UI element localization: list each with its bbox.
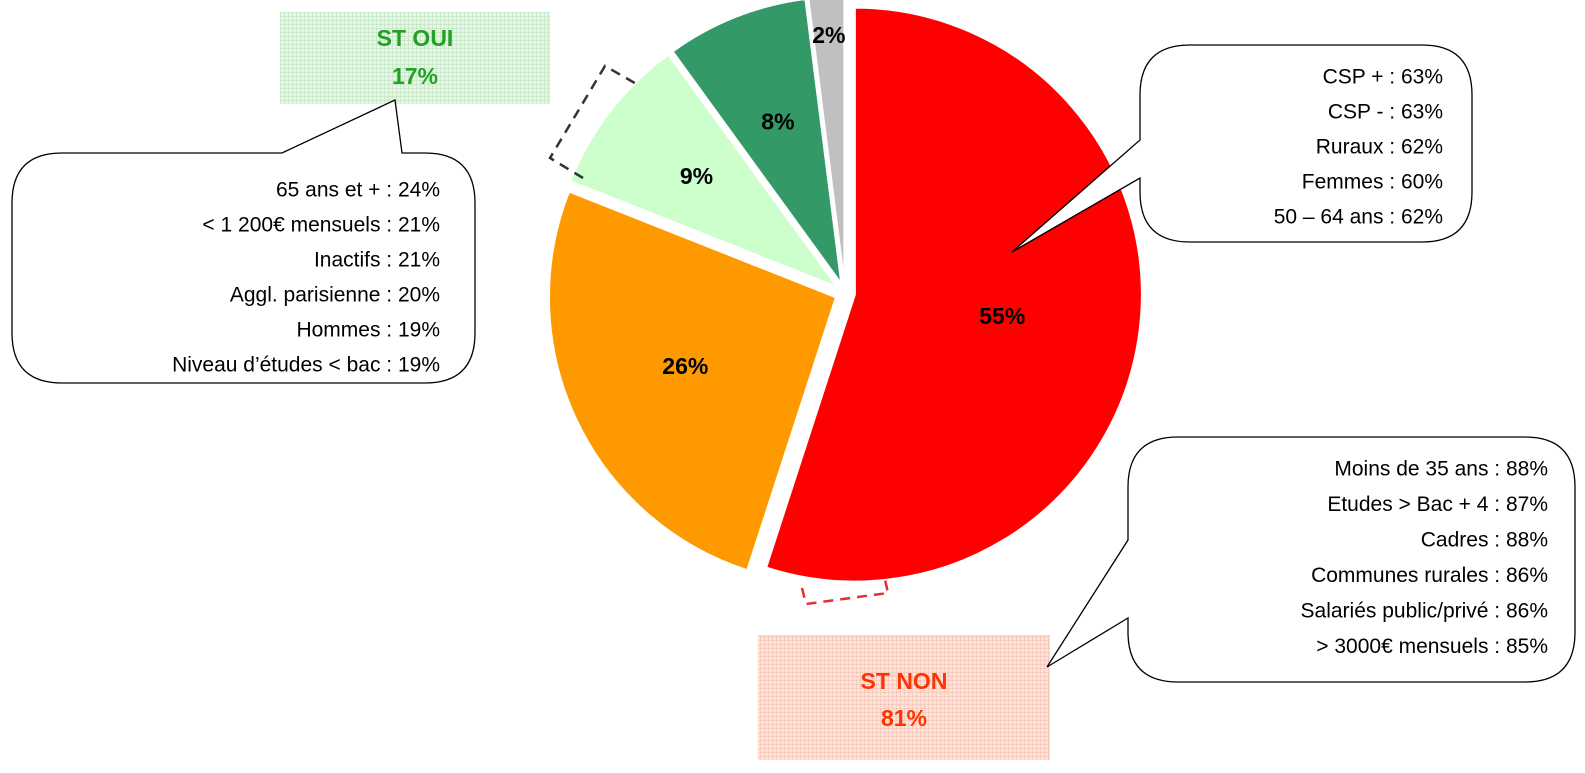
pie: 55% 26% 9% 8% 2% xyxy=(547,0,1143,583)
callout xyxy=(11,99,476,384)
slice-label: 26% xyxy=(662,353,708,379)
slice-label: 2% xyxy=(812,22,845,48)
bracket xyxy=(800,574,890,606)
callout-line: CSP - : 63% xyxy=(1328,101,1443,124)
st-non-box xyxy=(758,635,1050,760)
pie-slice xyxy=(671,0,843,285)
callout-line: < 1 200€ mensuels : 21% xyxy=(202,214,440,237)
callout-line: Communes rurales : 86% xyxy=(1311,564,1548,587)
pie-slice xyxy=(764,6,1143,583)
bracket xyxy=(548,64,641,180)
callout-line: CSP + : 63% xyxy=(1323,66,1443,89)
pie-slice xyxy=(807,0,846,284)
callout-line: Niveau d’études < bac : 19% xyxy=(172,354,440,377)
pie-slice xyxy=(547,190,838,572)
callout xyxy=(1046,436,1576,683)
slice-label: 9% xyxy=(680,163,713,189)
st-oui-value: 17% xyxy=(392,63,438,89)
callout-line: Salariés public/privé : 86% xyxy=(1301,600,1548,623)
slice-label: 8% xyxy=(761,109,794,135)
callout-line: 65 ans et + : 24% xyxy=(276,179,440,202)
callout-line: Etudes > Bac + 4 : 87% xyxy=(1327,493,1548,516)
slice-label: 55% xyxy=(979,303,1025,329)
callout-line: Ruraux : 62% xyxy=(1316,136,1443,159)
callout xyxy=(1011,44,1473,253)
callout-line: Femmes : 60% xyxy=(1302,171,1443,194)
callout-line: 50 – 64 ans : 62% xyxy=(1274,206,1443,229)
callout-line: Inactifs : 21% xyxy=(314,249,440,272)
callout-line: Hommes : 19% xyxy=(296,319,440,342)
st-oui-label: ST OUI xyxy=(377,25,454,51)
callout-texts: 65 ans et + : 24% < 1 200€ mensuels : 21%… xyxy=(172,66,1548,659)
callout-line: Aggl. parisienne : 20% xyxy=(230,284,440,307)
st-oui-box xyxy=(280,12,550,104)
st-non-label: ST NON xyxy=(861,668,948,694)
callout-line: Cadres : 88% xyxy=(1421,529,1548,552)
st-non-value: 81% xyxy=(881,705,927,731)
pie-slice xyxy=(568,53,840,290)
callout-line: Moins de 35 ans : 88% xyxy=(1334,458,1548,481)
callout-line: > 3000€ mensuels : 85% xyxy=(1316,635,1548,658)
